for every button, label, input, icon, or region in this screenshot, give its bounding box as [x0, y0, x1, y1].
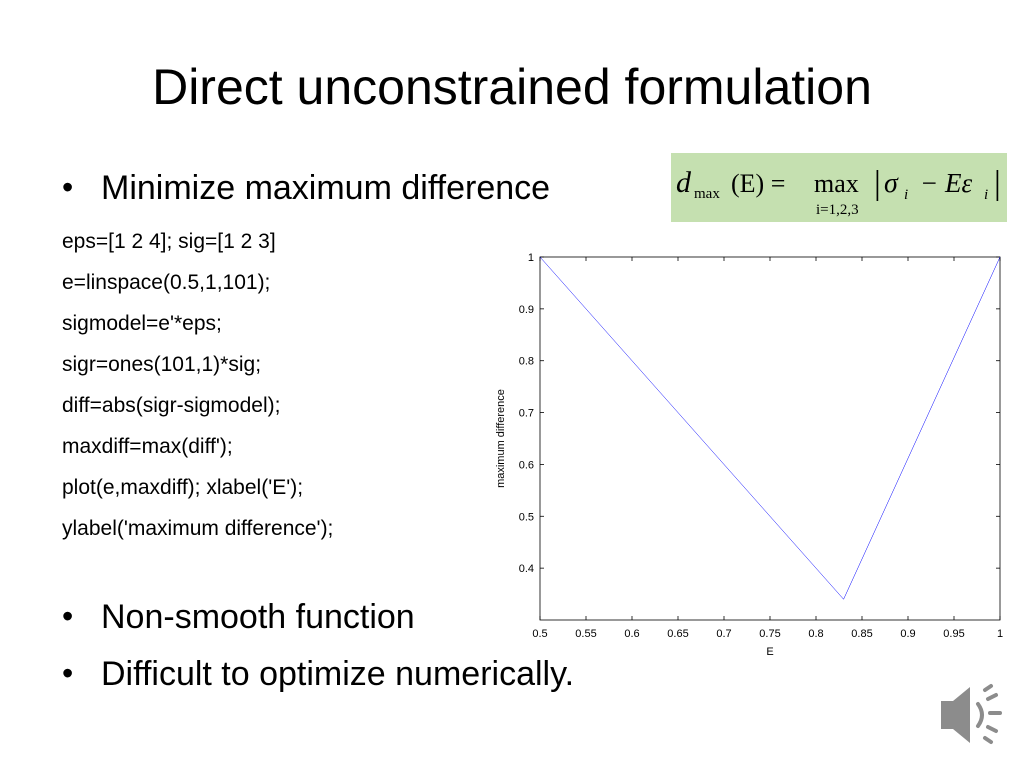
formula-text: max: [814, 169, 859, 198]
formula-text: |: [994, 165, 1001, 202]
speaker-icon: [941, 684, 1002, 744]
chart: 0.5 0.55 0.6 0.65 0.7 0.75 0.8 0.85 0.9 0.95 1 0.4 0…: [495, 252, 1003, 658]
y-tick-label: 0.4: [519, 563, 534, 575]
bullet-dot: •: [62, 655, 73, 691]
code-line: diff=abs(sigr-sigmodel);: [62, 394, 280, 417]
x-tick-label: 0.6: [624, 628, 639, 640]
code-line: ylabel('maximum difference');: [62, 517, 333, 540]
formula: d max (E) = max i=1,2,3 | σ i − Eε i |: [671, 153, 1007, 222]
bullet: Non-smooth function: [101, 598, 415, 636]
code-line: eps=[1 2 4]; sig=[1 2 3]: [62, 230, 276, 253]
code-block: eps=[1 2 4]; sig=[1 2 3] e=linspace(0.5,1…: [62, 230, 333, 540]
formula-box: [671, 153, 1007, 222]
y-tick-label: 0.7: [519, 408, 534, 420]
slide-title: Direct unconstrained formulation: [152, 59, 872, 115]
x-tick-label: 0.5: [532, 628, 547, 640]
y-tick-label: 1: [528, 252, 534, 264]
formula-text: − Eε: [920, 168, 972, 198]
formula-text: i: [904, 187, 908, 203]
x-tick-label: 0.9: [900, 628, 915, 640]
line: [539, 256, 1001, 600]
code-line: sigmodel=e'*eps;: [62, 312, 222, 335]
bullet: Difficult to optimize numerically.: [101, 655, 574, 693]
x-tick-label: 0.8: [808, 628, 823, 640]
y-tick-label: 0.9: [519, 304, 534, 316]
x-tick-label: 0.85: [851, 628, 872, 640]
formula-text: d: [676, 166, 692, 199]
bullet: Minimize maximum difference: [101, 169, 550, 207]
y-tick-label: 0.6: [519, 459, 534, 471]
code-line: plot(e,maxdiff); xlabel('E');: [62, 476, 303, 499]
code-line: sigr=ones(101,1)*sig;: [62, 353, 261, 376]
code-line: e=linspace(0.5,1,101);: [62, 271, 270, 294]
formula-text: (E) =: [731, 169, 785, 198]
y-axis-label: maximum difference: [495, 389, 507, 488]
formula-text: i: [984, 187, 988, 203]
formula-text: max: [694, 186, 720, 202]
formula-text: i=1,2,3: [816, 202, 859, 218]
x-tick-label: 0.65: [667, 628, 688, 640]
y-tick-label: 0.8: [519, 356, 534, 368]
x-tick-label: 1: [997, 628, 1003, 640]
x-axis-label: E: [766, 646, 773, 658]
x-tick-label: 0.95: [943, 628, 964, 640]
formula-text: σ: [884, 168, 899, 199]
x-tick-label: 0.55: [575, 628, 596, 640]
formula-text: |: [874, 165, 881, 202]
bullet-dot: •: [62, 598, 73, 634]
code-line: maxdiff=max(diff');: [62, 435, 233, 458]
x-tick-label: 0.75: [759, 628, 780, 640]
x-tick-label: 0.7: [716, 628, 731, 640]
y-tick-label: 0.5: [519, 511, 534, 523]
bullet-dot: •: [62, 169, 73, 205]
